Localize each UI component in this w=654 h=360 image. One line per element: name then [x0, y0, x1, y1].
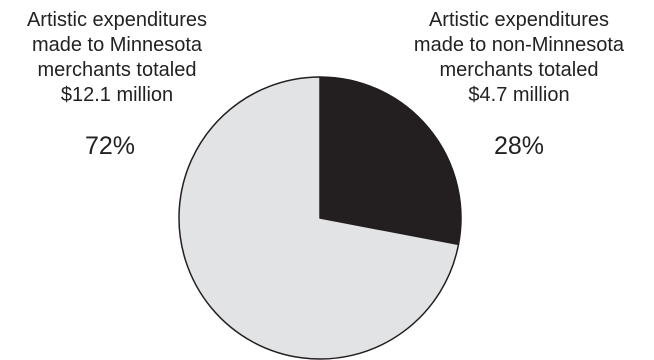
label-line: merchants totaled: [37, 59, 197, 81]
pie-slice-non-minnesota: [319, 76, 462, 246]
label-line: $12.1 million: [60, 84, 174, 106]
pie-slice-minnesota: [178, 76, 460, 360]
label-line: merchants totaled: [439, 59, 599, 81]
non-minnesota-expenditures-label: Artistic expenditures made to non-Minnes…: [388, 8, 650, 108]
non-minnesota-percent-label: 28%: [493, 132, 545, 160]
minnesota-expenditures-label: Artistic expenditures made to Minnesota …: [0, 8, 234, 108]
label-line: Artistic expenditures: [26, 9, 208, 31]
label-line: Artistic expenditures: [428, 9, 610, 31]
label-line: made to non-Minnesota: [413, 34, 625, 56]
minnesota-percent-label: 72%: [84, 132, 136, 160]
label-line: made to Minnesota: [31, 34, 203, 56]
label-line: $4.7 million: [468, 84, 570, 106]
